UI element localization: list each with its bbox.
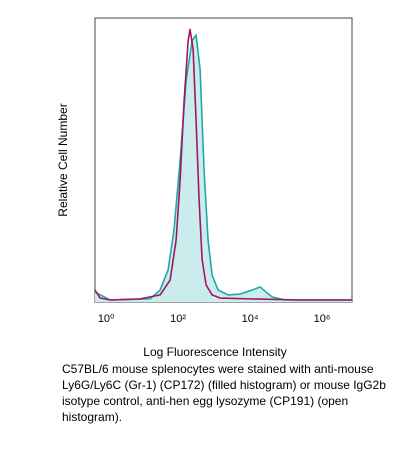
histogram-line <box>94 34 352 301</box>
x-axis-label: Log Fluorescence Intensity <box>143 345 286 359</box>
x-tick-label: 10² <box>170 313 186 325</box>
caption-line: C57BL/6 mouse splenocytes were stained w… <box>62 362 374 376</box>
x-tick-label: 10⁰ <box>98 313 115 325</box>
caption: C57BL/6 mouse splenocytes were stained w… <box>62 361 386 425</box>
plot-frame <box>94 17 353 303</box>
x-tick-label: 10⁶ <box>314 313 331 325</box>
caption-line: Ly6G/Ly6C (Gr-1) (CP172) (filled histogr… <box>62 378 386 392</box>
x-tick-label: 10⁴ <box>242 313 259 325</box>
caption-line: histogram). <box>62 410 123 424</box>
histogram-line <box>94 28 352 301</box>
y-axis-label: Relative Cell Number <box>56 103 70 216</box>
caption-line: isotype control, anti-hen egg lysozyme (… <box>62 394 349 408</box>
area-fill <box>95 35 352 302</box>
chart: Log Fluorescence Intensity Relative Cell… <box>56 17 353 359</box>
